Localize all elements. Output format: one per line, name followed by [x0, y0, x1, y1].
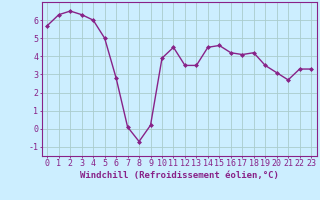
X-axis label: Windchill (Refroidissement éolien,°C): Windchill (Refroidissement éolien,°C) — [80, 171, 279, 180]
